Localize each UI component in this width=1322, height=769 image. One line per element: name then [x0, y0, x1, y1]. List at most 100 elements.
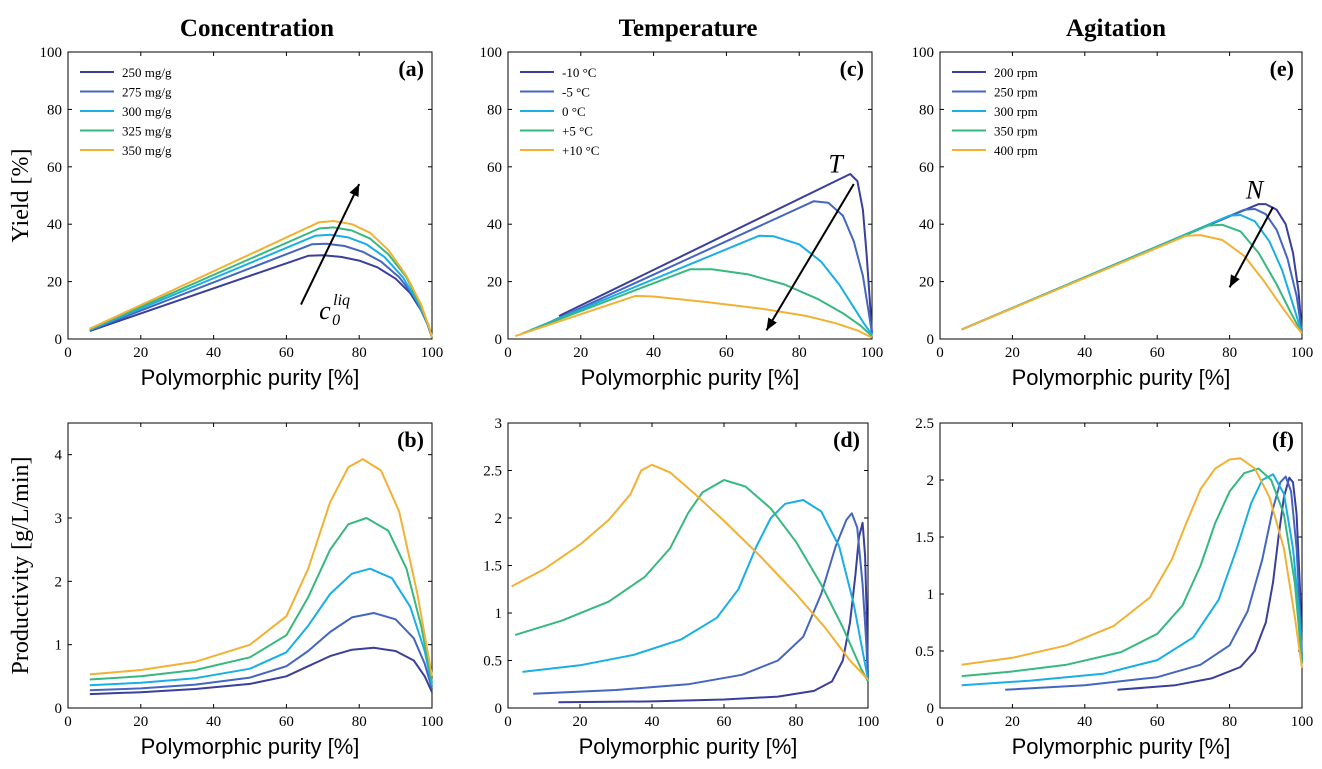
panel-label: (d) — [833, 427, 860, 452]
legend-entry: 200 rpm — [994, 65, 1038, 80]
legend-entry: 250 rpm — [994, 85, 1038, 100]
panel-label: (b) — [397, 427, 424, 452]
y-tick-label: 20 — [487, 275, 502, 291]
axes-box — [939, 51, 1303, 340]
y-tick-label: 40 — [47, 217, 62, 233]
x-tick-label: 40 — [645, 714, 660, 730]
annotation-arrow-shaft — [300, 183, 361, 305]
series-line-f-3 — [961, 473, 1303, 687]
x-tick-label: 20 — [133, 714, 148, 730]
legend-entry: +5 °C — [562, 124, 593, 139]
annotation-label: N — [1245, 175, 1265, 204]
series-line-c-2 — [543, 200, 873, 334]
x-tick-label: 60 — [717, 714, 732, 730]
column-title-agitation: Agitation — [1066, 15, 1166, 42]
x-tick-label: 0 — [64, 714, 72, 730]
x-tick-label: 100 — [1291, 714, 1314, 730]
y-tick-label: 2 — [495, 511, 503, 527]
y-tick-label: 60 — [919, 160, 934, 176]
x-tick-label: 80 — [792, 345, 807, 361]
x-tick-label: 60 — [279, 714, 294, 730]
legend-entry: 325 mg/g — [122, 124, 172, 139]
legend-entry: -10 °C — [562, 65, 596, 80]
series-line-d-3 — [522, 499, 869, 680]
panel-a: 0 20 40 60 80 100 0 20 40 60 80 100 Polymorphic puri… — [8, 45, 443, 390]
axes-box — [67, 51, 433, 340]
y-tick-label: 100 — [40, 45, 63, 61]
panel-f: 0 20 40 60 80 100 0 0.5 1 1.5 2 2.5 Polymorphic puri… — [915, 416, 1313, 759]
legend: -10 °C -5 °C 0 °C +5 °C +10 °C — [520, 65, 599, 158]
x-tick-label: 100 — [421, 714, 444, 730]
y-tick-label: 20 — [919, 275, 934, 291]
annotation-arrow-shaft — [765, 183, 855, 331]
legend-entry: 250 mg/g — [122, 65, 172, 80]
y-tick-label: 100 — [912, 45, 935, 61]
panel-e: 0 20 40 60 80 100 0 20 40 60 80 100 Polymorphic puri… — [912, 45, 1314, 390]
annotation-text: T — [828, 150, 844, 179]
x-tick-label: 40 — [646, 345, 661, 361]
legend-entry: 0 °C — [562, 104, 586, 119]
y-tick-label: 1 — [495, 606, 503, 622]
column-title-temperature: Temperature — [619, 15, 758, 42]
series-line-c-1 — [558, 173, 873, 334]
x-tick-label: 60 — [1150, 714, 1165, 730]
x-tick-label: 100 — [861, 345, 884, 361]
series-line-c-4 — [522, 268, 873, 337]
series-line-c-3 — [529, 234, 873, 336]
legend-entry: 350 rpm — [994, 124, 1038, 139]
y-tick-label: 1.5 — [915, 530, 934, 546]
y-tick-label: 2.5 — [483, 464, 502, 480]
axes-box — [507, 422, 869, 709]
series-line-b-4 — [89, 517, 433, 683]
legend-entry: +10 °C — [562, 143, 599, 158]
y-tick-label: 2.5 — [915, 416, 934, 432]
series-line-b-2 — [89, 612, 433, 692]
x-tick-label: 80 — [1222, 714, 1237, 730]
x-axis-label: Polymorphic purity [%] — [581, 365, 800, 390]
series-line-e-4 — [961, 223, 1303, 334]
series-line-e-1 — [961, 203, 1303, 334]
series-line-e-2 — [961, 208, 1303, 334]
axes-box — [507, 51, 873, 340]
annotation-label: T — [828, 150, 844, 179]
panel-label: (c) — [840, 56, 864, 81]
annotation-subscript: 0 — [332, 312, 340, 329]
y-tick-label: 0 — [495, 332, 503, 348]
x-tick-label: 80 — [789, 714, 804, 730]
series-line-a-1 — [89, 254, 433, 338]
x-tick-label: 0 — [504, 345, 512, 361]
annotation-text: c — [319, 296, 331, 325]
y-tick-label: 20 — [47, 275, 62, 291]
panel-label: (e) — [1270, 56, 1294, 81]
panel-b: 0 20 40 60 80 100 0 1 2 3 4 Polymorphic purity [%] P… — [8, 422, 444, 759]
series-line-d-5 — [511, 463, 869, 681]
series-line-b-1 — [89, 646, 433, 696]
y-tick-label: 0.5 — [483, 654, 502, 670]
series-line-d-1 — [558, 521, 869, 704]
x-axis-label: Polymorphic purity [%] — [141, 734, 360, 759]
series-line-f-1 — [1117, 476, 1303, 691]
y-tick-label: 2 — [927, 473, 935, 489]
x-tick-label: 80 — [1222, 345, 1237, 361]
panel-label: (f) — [1272, 427, 1294, 452]
x-tick-label: 100 — [857, 714, 880, 730]
annotation-arrow-head — [766, 317, 777, 331]
x-tick-label: 80 — [352, 345, 367, 361]
legend-entry: -5 °C — [562, 85, 590, 100]
y-tick-label: 0 — [927, 701, 935, 717]
series-line-f-5 — [961, 457, 1303, 669]
y-tick-label: 2 — [55, 574, 63, 590]
y-tick-label: 3 — [55, 511, 63, 527]
series-line-c-5 — [514, 294, 873, 339]
legend-entry: 275 mg/g — [122, 85, 172, 100]
x-tick-label: 40 — [206, 714, 221, 730]
legend-entry: 350 mg/g — [122, 143, 172, 158]
y-tick-label: 1.5 — [483, 559, 502, 575]
y-tick-label: 0.5 — [915, 644, 934, 660]
x-tick-label: 40 — [206, 345, 221, 361]
series-line-e-3 — [961, 214, 1303, 334]
y-tick-label: 60 — [47, 160, 62, 176]
axes-box — [67, 422, 433, 709]
legend: 250 mg/g 275 mg/g 300 mg/g 325 mg/g 350 mg/g — [80, 65, 172, 158]
